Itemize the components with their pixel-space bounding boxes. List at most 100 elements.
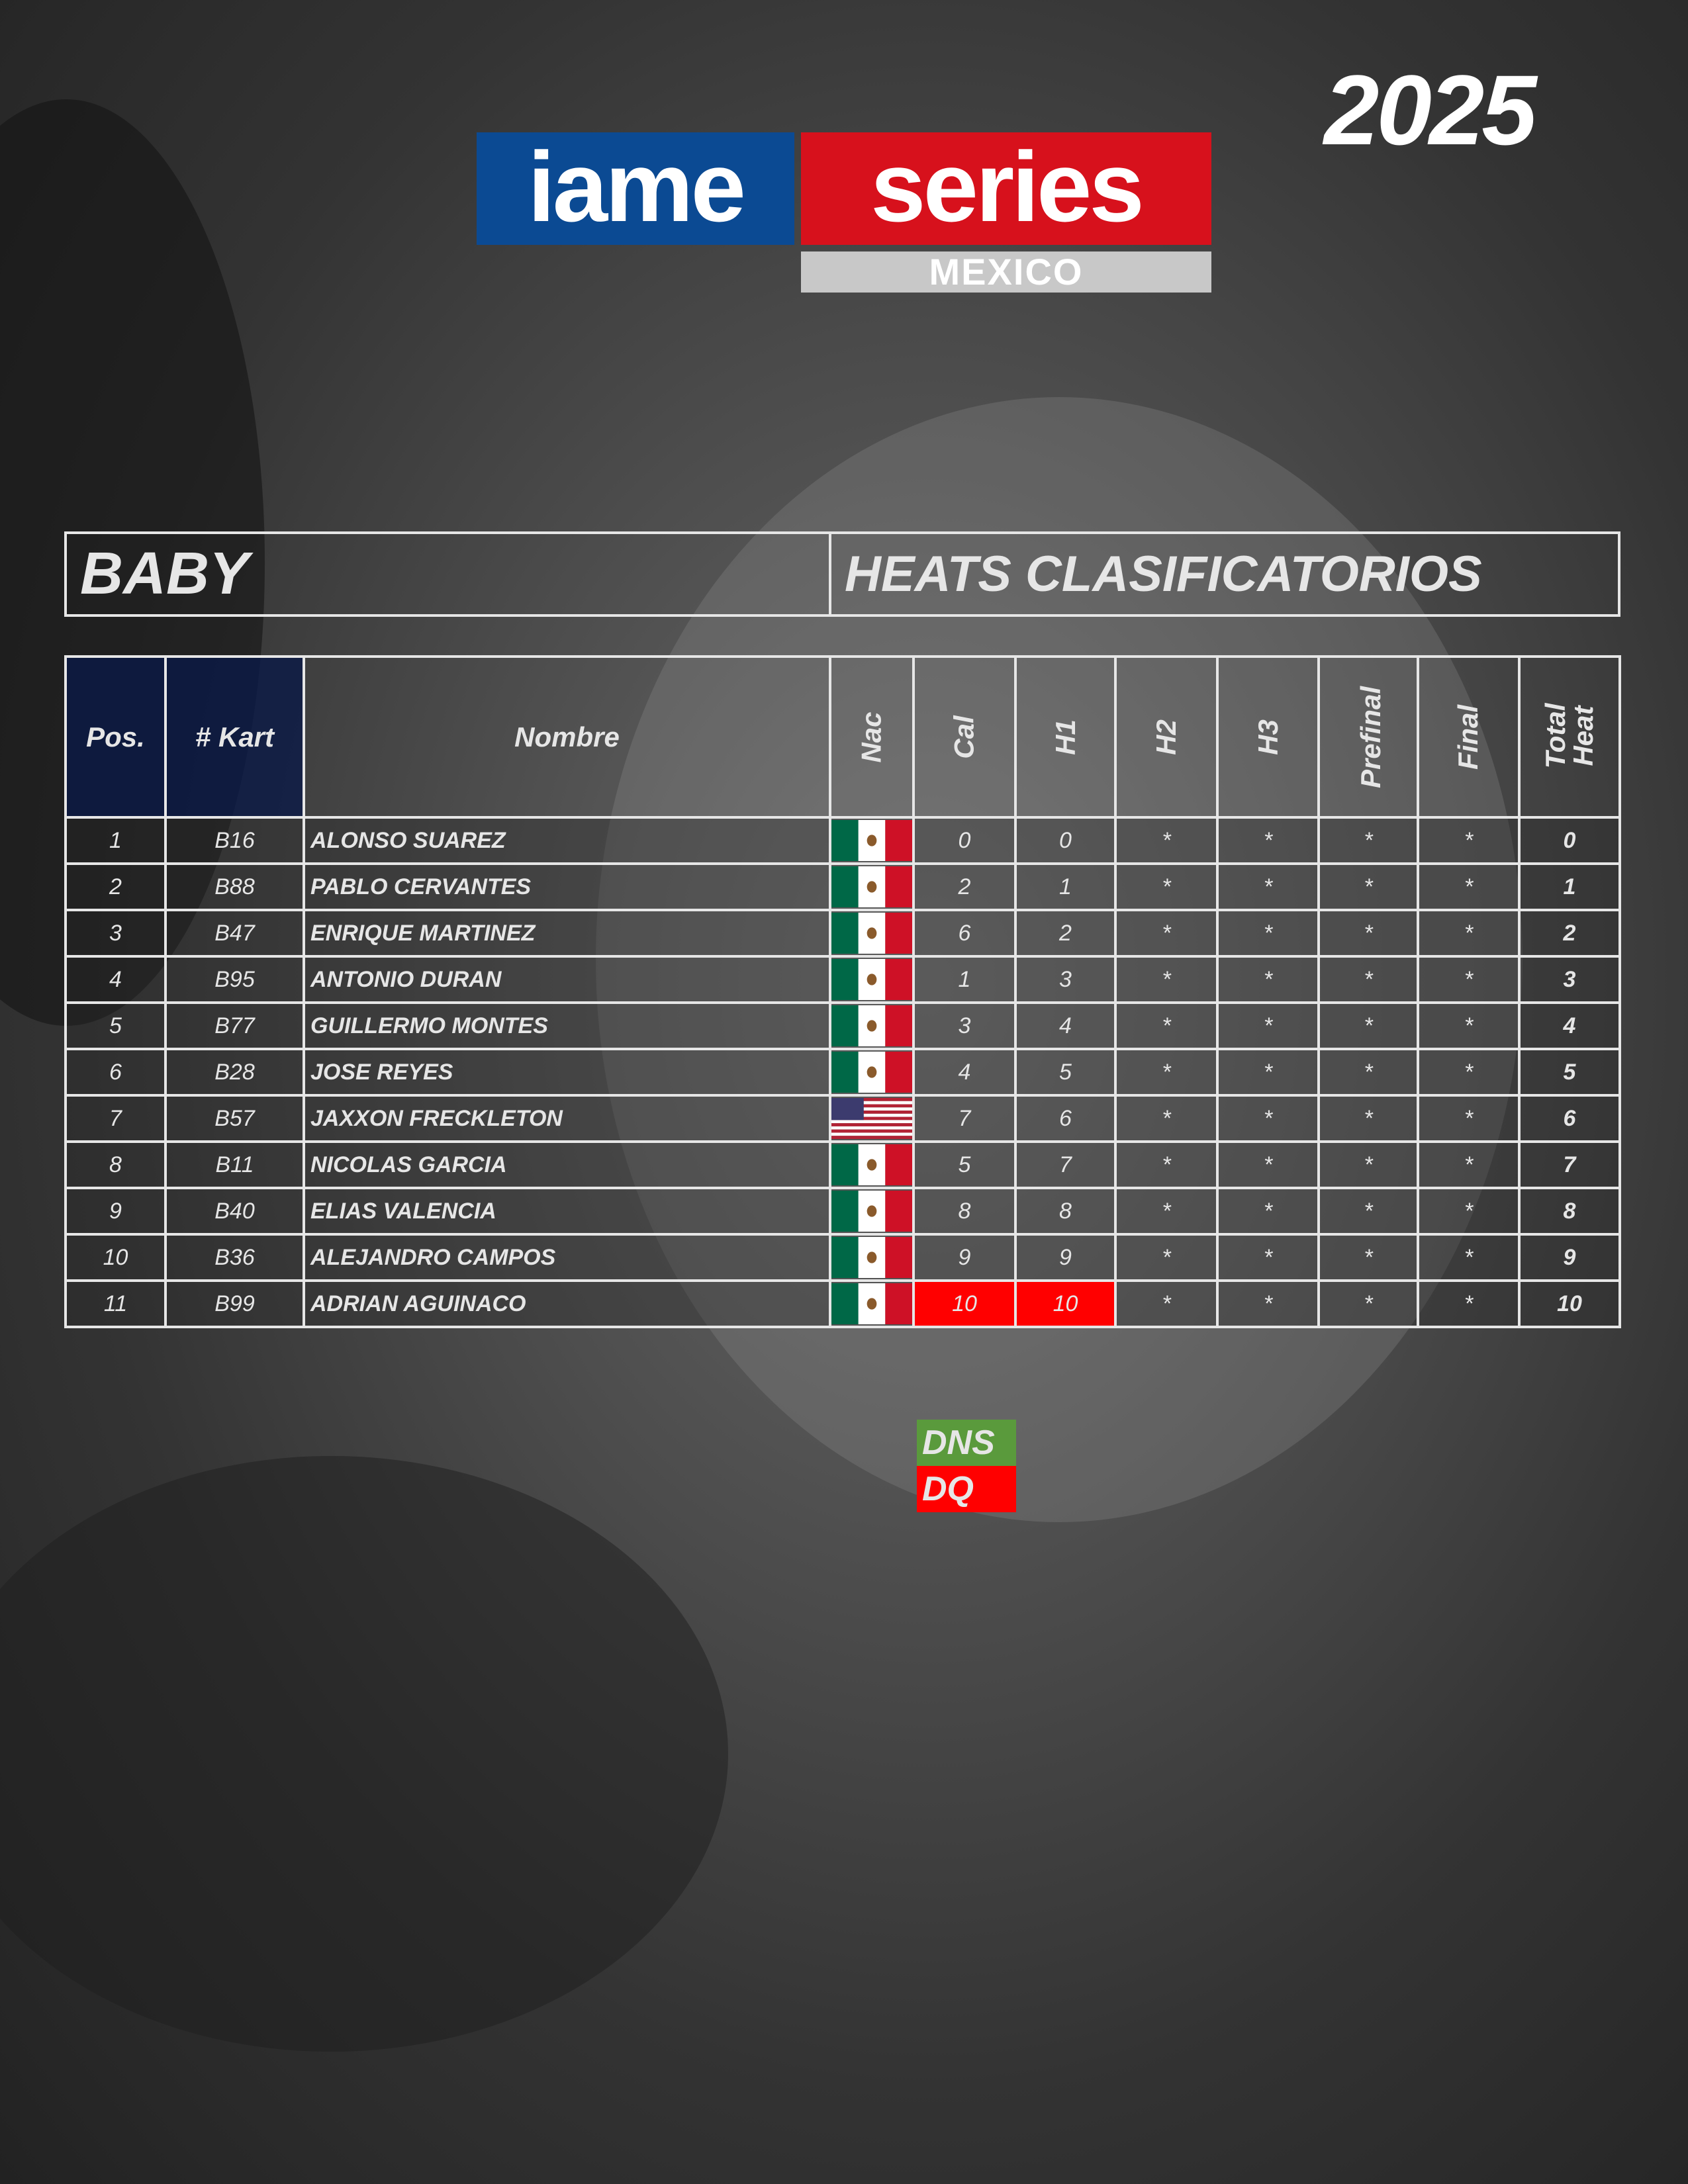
final-cell: *: [1417, 1001, 1521, 1050]
category-title: BABY: [67, 534, 831, 614]
iame-series-logo: iame series MEXICO: [477, 132, 1211, 295]
total-cell: 6: [1518, 1094, 1621, 1143]
prefinal-cell: *: [1317, 1279, 1419, 1328]
final-cell: *: [1417, 1094, 1521, 1143]
nac-cell: [829, 909, 915, 958]
final-cell: *: [1417, 909, 1521, 958]
h1-cell: 8: [1014, 1187, 1117, 1236]
results-table: Pos. # Kart Nombre Nac Cal H1 H2 H3 Pref…: [64, 655, 1621, 1328]
pos-cell: 11: [64, 1279, 167, 1328]
h1-cell: 2: [1014, 909, 1117, 958]
final-cell: *: [1417, 955, 1521, 1004]
pos-cell: 10: [64, 1233, 167, 1282]
h3-cell: *: [1216, 1187, 1320, 1236]
name-cell: JAXXON FRECKLETON: [303, 1094, 831, 1143]
h2-cell: *: [1114, 909, 1219, 958]
cal-cell: 10: [912, 1279, 1017, 1328]
name-cell: ANTONIO DURAN: [303, 955, 831, 1004]
h2-cell: *: [1114, 816, 1219, 865]
h3-cell: *: [1216, 1233, 1320, 1282]
mexico-flag-icon: [831, 1052, 912, 1093]
prefinal-cell: *: [1317, 1187, 1419, 1236]
h3-cell: *: [1216, 1048, 1320, 1097]
name-cell: ADRIAN AGUINACO: [303, 1279, 831, 1328]
h3-cell: *: [1216, 1094, 1320, 1143]
h1-cell: 0: [1014, 816, 1117, 865]
legend: DNS DQ: [917, 1420, 1016, 1512]
h3-cell: *: [1216, 955, 1320, 1004]
prefinal-cell: *: [1317, 955, 1419, 1004]
kart-cell: B47: [164, 909, 305, 958]
nac-cell: [829, 1140, 915, 1189]
table-row: 3 B47 ENRIQUE MARTINEZ 6 2 * * * * 2: [64, 909, 1621, 958]
table-row: 11 B99 ADRIAN AGUINACO 10 10 * * * * 10: [64, 1279, 1621, 1328]
h2-cell: *: [1114, 1233, 1219, 1282]
pos-cell: 8: [64, 1140, 167, 1189]
pos-cell: 4: [64, 955, 167, 1004]
h3-cell: *: [1216, 816, 1320, 865]
h2-cell: *: [1114, 1094, 1219, 1143]
h2-cell: *: [1114, 1187, 1219, 1236]
prefinal-cell: *: [1317, 1233, 1419, 1282]
total-cell: 7: [1518, 1140, 1621, 1189]
h1-cell: 9: [1014, 1233, 1117, 1282]
prefinal-cell: *: [1317, 1094, 1419, 1143]
kart-cell: B11: [164, 1140, 305, 1189]
nac-cell: [829, 1279, 915, 1328]
session-title: HEATS CLASIFICATORIOS: [845, 546, 1482, 602]
name-cell: NICOLAS GARCIA: [303, 1140, 831, 1189]
final-cell: *: [1417, 1048, 1521, 1097]
nac-cell: [829, 955, 915, 1004]
kart-cell: B95: [164, 955, 305, 1004]
pos-cell: 1: [64, 816, 167, 865]
nac-cell: [829, 1094, 915, 1143]
cal-cell: 2: [912, 862, 1017, 911]
nac-cell: [829, 1187, 915, 1236]
h2-cell: *: [1114, 1001, 1219, 1050]
pos-cell: 6: [64, 1048, 167, 1097]
final-cell: *: [1417, 1140, 1521, 1189]
h3-cell: *: [1216, 862, 1320, 911]
table-row: 1 B16 ALONSO SUAREZ 0 0 * * * * 0: [64, 816, 1621, 865]
header-final: Final: [1417, 655, 1521, 819]
usa-flag-icon: [831, 1098, 912, 1139]
cal-cell: 7: [912, 1094, 1017, 1143]
h3-cell: *: [1216, 909, 1320, 958]
kart-cell: B57: [164, 1094, 305, 1143]
name-cell: PABLO CERVANTES: [303, 862, 831, 911]
nac-cell: [829, 1001, 915, 1050]
table-row: 7 B57 JAXXON FRECKLETON 7 6 * * * * 6: [64, 1094, 1621, 1143]
cal-cell: 4: [912, 1048, 1017, 1097]
h2-cell: *: [1114, 955, 1219, 1004]
table-row: 4 B95 ANTONIO DURAN 1 3 * * * * 3: [64, 955, 1621, 1004]
final-cell: *: [1417, 816, 1521, 865]
cal-cell: 8: [912, 1187, 1017, 1236]
kart-cell: B36: [164, 1233, 305, 1282]
logo-country: MEXICO: [801, 251, 1211, 293]
header-h2: H2: [1114, 655, 1219, 819]
pos-cell: 3: [64, 909, 167, 958]
final-cell: *: [1417, 1233, 1521, 1282]
mexico-flag-icon: [831, 1144, 912, 1185]
header-nombre: Nombre: [303, 655, 831, 819]
h1-cell: 3: [1014, 955, 1117, 1004]
table-row: 2 B88 PABLO CERVANTES 2 1 * * * * 1: [64, 862, 1621, 911]
pos-cell: 7: [64, 1094, 167, 1143]
cal-cell: 3: [912, 1001, 1017, 1050]
cal-cell: 6: [912, 909, 1017, 958]
nac-cell: [829, 862, 915, 911]
final-cell: *: [1417, 862, 1521, 911]
total-cell: 5: [1518, 1048, 1621, 1097]
prefinal-cell: *: [1317, 1048, 1419, 1097]
kart-cell: B16: [164, 816, 305, 865]
total-cell: 10: [1518, 1279, 1621, 1328]
total-cell: 0: [1518, 816, 1621, 865]
mexico-flag-icon: [831, 1005, 912, 1046]
table-row: 8 B11 NICOLAS GARCIA 5 7 * * * * 7: [64, 1140, 1621, 1189]
pos-cell: 2: [64, 862, 167, 911]
name-cell: ELIAS VALENCIA: [303, 1187, 831, 1236]
h3-cell: *: [1216, 1001, 1320, 1050]
mexico-flag-icon: [831, 820, 912, 861]
h1-cell: 5: [1014, 1048, 1117, 1097]
cal-cell: 0: [912, 816, 1017, 865]
